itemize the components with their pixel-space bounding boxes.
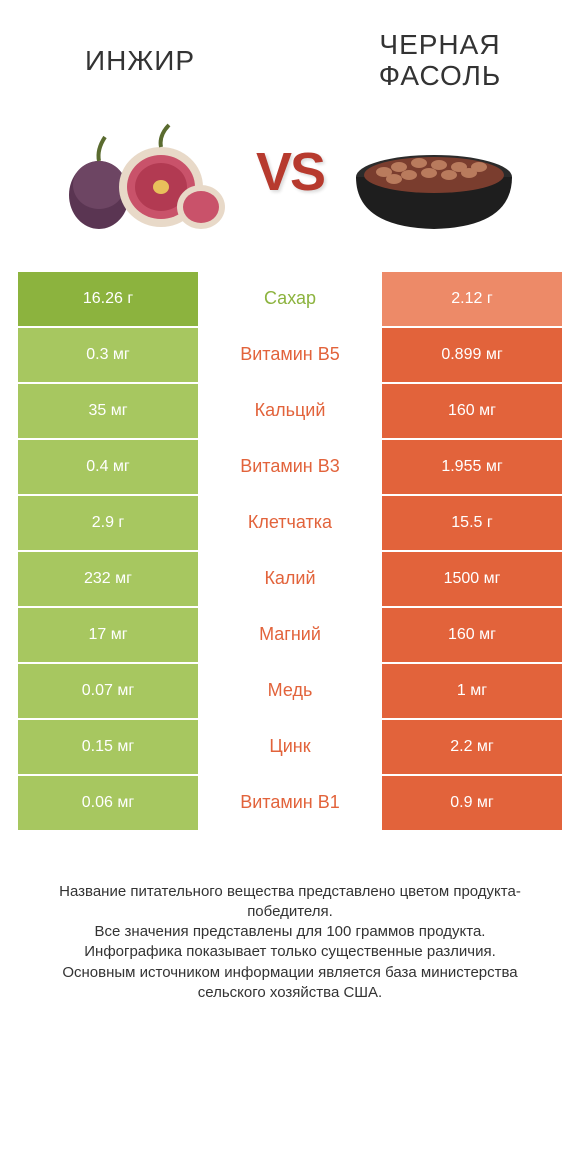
nutrient-label-cell: Кальций [198, 384, 382, 438]
left-value-cell: 0.07 мг [18, 664, 198, 718]
table-row: 0.3 мгВитамин B50.899 мг [18, 328, 562, 384]
header-titles: ИНЖИР ЧЕРНАЯ ФАСОЛЬ [0, 0, 580, 102]
left-value-cell: 35 мг [18, 384, 198, 438]
left-value-cell: 17 мг [18, 608, 198, 662]
nutrient-label-cell: Цинк [198, 720, 382, 774]
table-row: 0.4 мгВитамин B31.955 мг [18, 440, 562, 496]
beans-bowl-icon [349, 107, 519, 237]
left-value-cell: 0.4 мг [18, 440, 198, 494]
footer-line: Основным источником информации является … [28, 963, 552, 1004]
table-row: 2.9 гКлетчатка15.5 г [18, 496, 562, 552]
nutrient-label-cell: Калий [198, 552, 382, 606]
left-value-cell: 0.15 мг [18, 720, 198, 774]
right-value-cell: 0.899 мг [382, 328, 562, 382]
table-row: 16.26 гСахар2.12 г [18, 272, 562, 328]
right-value-cell: 0.9 мг [382, 776, 562, 830]
right-value-cell: 2.12 г [382, 272, 562, 326]
table-row: 0.15 мгЦинк2.2 мг [18, 720, 562, 776]
right-value-cell: 2.2 мг [382, 720, 562, 774]
right-value-cell: 1.955 мг [382, 440, 562, 494]
vs-row: VS [0, 102, 580, 272]
left-value-cell: 16.26 г [18, 272, 198, 326]
left-value-cell: 0.3 мг [18, 328, 198, 382]
table-row: 232 мгКалий1500 мг [18, 552, 562, 608]
footer-notes: Название питательного вещества представл… [28, 882, 552, 1004]
nutrient-label-cell: Сахар [198, 272, 382, 326]
left-value-cell: 0.06 мг [18, 776, 198, 830]
left-value-cell: 2.9 г [18, 496, 198, 550]
footer-line: Название питательного вещества представл… [28, 882, 552, 923]
footer-line: Инфографика показывает только существенн… [28, 942, 552, 962]
fig-icon [61, 107, 231, 237]
right-value-cell: 1 мг [382, 664, 562, 718]
left-value-cell: 232 мг [18, 552, 198, 606]
right-value-cell: 160 мг [382, 608, 562, 662]
table-row: 35 мгКальций160 мг [18, 384, 562, 440]
right-food-title: ЧЕРНАЯ ФАСОЛЬ [340, 30, 540, 92]
nutrient-label-cell: Медь [198, 664, 382, 718]
footer-line: Все значения представлены для 100 граммо… [28, 922, 552, 942]
nutrient-label-cell: Витамин B1 [198, 776, 382, 830]
right-value-cell: 1500 мг [382, 552, 562, 606]
right-value-cell: 160 мг [382, 384, 562, 438]
table-row: 0.07 мгМедь1 мг [18, 664, 562, 720]
nutrient-label-cell: Витамин B5 [198, 328, 382, 382]
nutrient-label-cell: Магний [198, 608, 382, 662]
right-food-image [344, 102, 524, 242]
table-row: 0.06 мгВитамин B10.9 мг [18, 776, 562, 832]
table-row: 17 мгМагний160 мг [18, 608, 562, 664]
left-food-image [56, 102, 236, 242]
right-value-cell: 15.5 г [382, 496, 562, 550]
left-food-title: ИНЖИР [40, 30, 240, 77]
nutrient-label-cell: Клетчатка [198, 496, 382, 550]
vs-label: VS [256, 141, 324, 203]
nutrient-label-cell: Витамин B3 [198, 440, 382, 494]
nutrition-table: 16.26 гСахар2.12 г0.3 мгВитамин B50.899 … [18, 272, 562, 832]
